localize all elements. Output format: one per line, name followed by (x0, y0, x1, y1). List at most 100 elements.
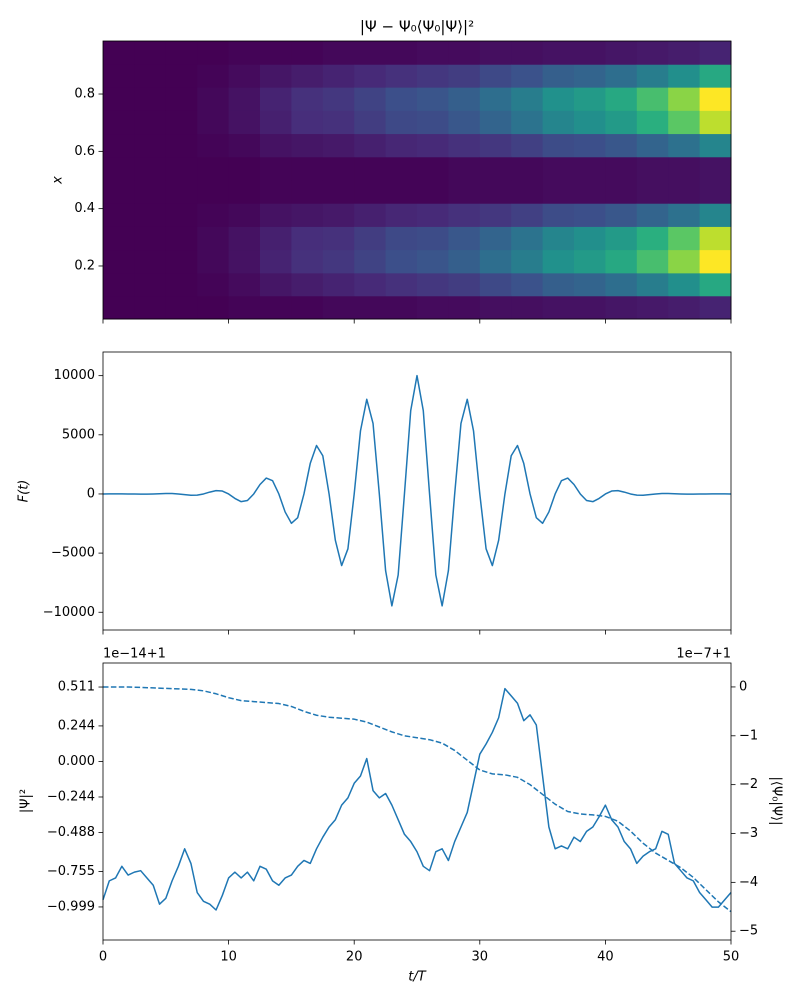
heatmap-cell (479, 203, 512, 227)
y-tick-label: 0.511 (58, 680, 95, 695)
heatmap-cell (260, 87, 292, 111)
heatmap-cell (636, 203, 669, 227)
heatmap-cell (197, 180, 230, 204)
heatmap-cell (605, 180, 638, 204)
heatmap-cell (134, 64, 167, 88)
heatmap-cell (448, 180, 481, 204)
heatmap-cell (699, 203, 732, 227)
heatmap-cell (479, 110, 512, 135)
heatmap-cell (322, 41, 355, 65)
axes-frame (102, 662, 732, 941)
heatmap-cell (636, 41, 669, 65)
heatmap-cell (165, 249, 198, 274)
heatmap-cell (197, 272, 230, 297)
heatmap-cell (165, 64, 198, 88)
heatmap-cell (699, 87, 732, 111)
heatmap-cell (354, 64, 387, 88)
heatmap-cell (542, 249, 575, 274)
heatmap-cell (103, 64, 135, 88)
heatmap-cell (134, 87, 167, 111)
axes-frame (102, 351, 732, 631)
heatmap-cell (291, 133, 324, 158)
heatmap-cell (165, 203, 198, 227)
heatmap-cell (260, 203, 292, 227)
heatmap-title: |Ψ − Ψ₀⟨Ψ₀|Ψ⟩|² (360, 18, 474, 36)
heatmap-cell (448, 156, 481, 181)
heatmap-cell (448, 272, 481, 297)
heatmap-cell (354, 180, 387, 204)
heatmap-cell (542, 203, 575, 227)
heatmap-cell (385, 226, 418, 251)
heatmap-cell (636, 156, 669, 181)
y-tick-label: −10000 (43, 605, 95, 620)
heatmap-cell (668, 133, 701, 158)
heatmap-cell (417, 249, 449, 274)
heatmap-cell (322, 295, 355, 320)
heatmap-cell (134, 272, 167, 297)
y2-tick-label: −5 (739, 924, 758, 939)
heatmap-cell (605, 87, 638, 111)
heatmap-cell (165, 226, 198, 251)
heatmap-cell (605, 64, 638, 88)
heatmap-cell (322, 272, 355, 297)
heatmap-cell (385, 156, 418, 181)
heatmap-cell (417, 180, 449, 204)
heatmap-cell (385, 87, 418, 111)
heatmap-cell (103, 272, 135, 297)
heatmap-cell (197, 203, 230, 227)
heatmap-cell (228, 226, 261, 251)
heatmap-cell (574, 203, 606, 227)
heatmap-cell (511, 226, 544, 251)
heatmap-cell (103, 203, 135, 227)
heatmap-cell (511, 156, 544, 181)
heatmap-cell (511, 272, 544, 297)
heatmap-cell (197, 156, 230, 181)
y-tick-label: 0.2 (74, 258, 95, 273)
heatmap-cell (699, 41, 732, 65)
y-axis-label: F(t) (17, 480, 32, 503)
heatmap-cell (103, 180, 135, 204)
heatmap-cell (511, 249, 544, 274)
heatmap-cell (322, 64, 355, 88)
y-tick-label: 0.4 (74, 201, 95, 216)
heatmap-cell (417, 156, 449, 181)
heatmap-cell (134, 295, 167, 320)
y-tick-label: 10000 (54, 368, 95, 383)
heatmap-cell (542, 295, 575, 320)
heatmap-cell (542, 226, 575, 251)
data-line (102, 374, 732, 607)
heatmap-cell (228, 272, 261, 297)
y-tick-label: 0.244 (58, 718, 95, 733)
heatmap-cell (574, 110, 606, 135)
heatmap-cell (417, 203, 449, 227)
heatmap-cell (511, 295, 544, 320)
heatmap-cell (479, 87, 512, 111)
heatmap-cell (322, 110, 355, 135)
heatmap-cell (417, 226, 449, 251)
heatmap-cell (291, 64, 324, 88)
heatmap-cell (479, 133, 512, 158)
data-line (103, 686, 732, 913)
heatmap-cell (542, 272, 575, 297)
heatmap-cell (354, 110, 387, 135)
y-tick-label: 0.6 (74, 144, 95, 159)
heatmap-cell (605, 133, 638, 158)
heatmap-cell (699, 226, 732, 251)
heatmap-cell (134, 156, 167, 181)
heatmap-cell (385, 64, 418, 88)
heatmap-cell (448, 226, 481, 251)
heatmap-cell (228, 156, 261, 181)
heatmap-cell (260, 249, 292, 274)
heatmap-cell (605, 156, 638, 181)
heatmap-cell (448, 203, 481, 227)
heatmap-cell (417, 110, 449, 135)
heatmap-cell (479, 249, 512, 274)
heatmap-cell (291, 272, 324, 297)
heatmap-cell (197, 110, 230, 135)
heatmap-cell (165, 180, 198, 204)
heatmap-cell (448, 249, 481, 274)
heatmap-cell (668, 249, 701, 274)
heatmap-cell (260, 226, 292, 251)
